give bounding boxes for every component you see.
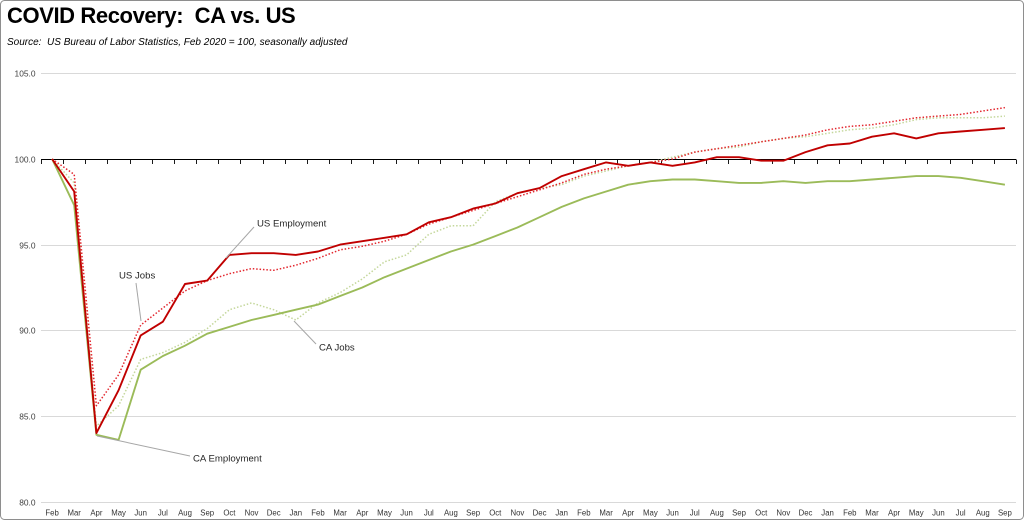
x-tick-label: Sep (998, 509, 1013, 518)
x-tick-label: Nov (510, 509, 524, 518)
callout-label-ca-jobs: CA Jobs (319, 343, 355, 354)
x-tick-label: Jul (158, 509, 168, 518)
series-lines (51, 106, 1006, 441)
callout-label-us-jobs: US Jobs (119, 271, 155, 282)
y-tick-label: 90.0 (19, 326, 36, 336)
y-tick-label: 85.0 (19, 412, 36, 422)
x-tick-label: Jun (666, 509, 679, 518)
callout-leader-ca-jobs (293, 320, 317, 345)
x-tick-label: Jan (290, 509, 303, 518)
x-tick-label: Apr (90, 509, 103, 518)
x-tick-label: Jul (690, 509, 700, 518)
x-tick-label: Jun (400, 509, 413, 518)
x-tick-label: Jul (956, 509, 966, 518)
x-tick-label: Dec (267, 509, 281, 518)
callout-leader-us-employment (225, 226, 255, 259)
callout-leader-ca-employment (96, 435, 191, 457)
x-tick-label: Mar (67, 509, 81, 518)
x-tick-label: Sep (732, 509, 747, 518)
x-tick-label: Dec (799, 509, 813, 518)
x-tick-label: Mar (333, 509, 347, 518)
x-tick-label: Sep (466, 509, 481, 518)
axes: 80.0 85.0 90.0 95.0 100.0 105.0 Feb Mar Apr May Ju… (15, 69, 1017, 518)
x-tick-label: Aug (710, 509, 724, 518)
x-tick-label: Mar (599, 509, 613, 518)
x-tick-label: May (909, 509, 924, 518)
x-tick-label: Feb (843, 509, 857, 518)
x-tick-label: May (377, 509, 392, 518)
callout-labels: US Employment US Jobs CA Jobs CA Employment (96, 219, 355, 465)
callout-label-us-employment: US Employment (257, 219, 327, 230)
series-line-ca-jobs (51, 115, 1005, 427)
x-tick-label: Feb (311, 509, 325, 518)
callout-label-ca-employment: CA Employment (193, 454, 262, 465)
x-tick-label: May (111, 509, 126, 518)
x-tick-label: Feb (45, 509, 59, 518)
y-tick-label: 80.0 (19, 498, 36, 508)
x-tick-label: Oct (223, 509, 236, 518)
x-tick-label: Aug (976, 509, 990, 518)
x-tick-label: Jan (821, 509, 834, 518)
x-tick-label: Apr (622, 509, 635, 518)
y-tick-label: 95.0 (19, 241, 36, 251)
x-tick-label: Jun (932, 509, 945, 518)
x-tick-label: Aug (178, 509, 192, 518)
series-line-us-employment (51, 127, 1005, 435)
x-tick-label: Oct (489, 509, 502, 518)
x-tick-label: Jun (134, 509, 147, 518)
chart-title: COVID Recovery: CA vs. US (7, 3, 296, 28)
x-tick-label: May (643, 509, 658, 518)
x-tick-label: Oct (755, 509, 768, 518)
y-tick-label: 100.0 (15, 155, 36, 165)
chart-subtitle: Source: US Bureau of Labor Statistics, F… (7, 37, 348, 48)
series-line-us-jobs (51, 106, 1006, 407)
x-tick-label: Dec (533, 509, 547, 518)
gridlines (41, 73, 1016, 503)
x-tick-label: Jul (424, 509, 434, 518)
callout-leader-us-jobs (135, 282, 142, 322)
x-tick-label: Apr (356, 509, 369, 518)
x-tick-label: Jan (555, 509, 568, 518)
x-tick-label: Feb (577, 509, 591, 518)
x-tick-label: Apr (888, 509, 901, 518)
y-tick-label: 105.0 (15, 69, 36, 79)
x-tick-label: Sep (200, 509, 215, 518)
x-tick-label: Mar (865, 509, 879, 518)
x-tick-label: Nov (776, 509, 790, 518)
x-tick-label: Aug (444, 509, 458, 518)
x-tick-label: Nov (245, 509, 259, 518)
series-line-ca-employment (51, 158, 1006, 441)
